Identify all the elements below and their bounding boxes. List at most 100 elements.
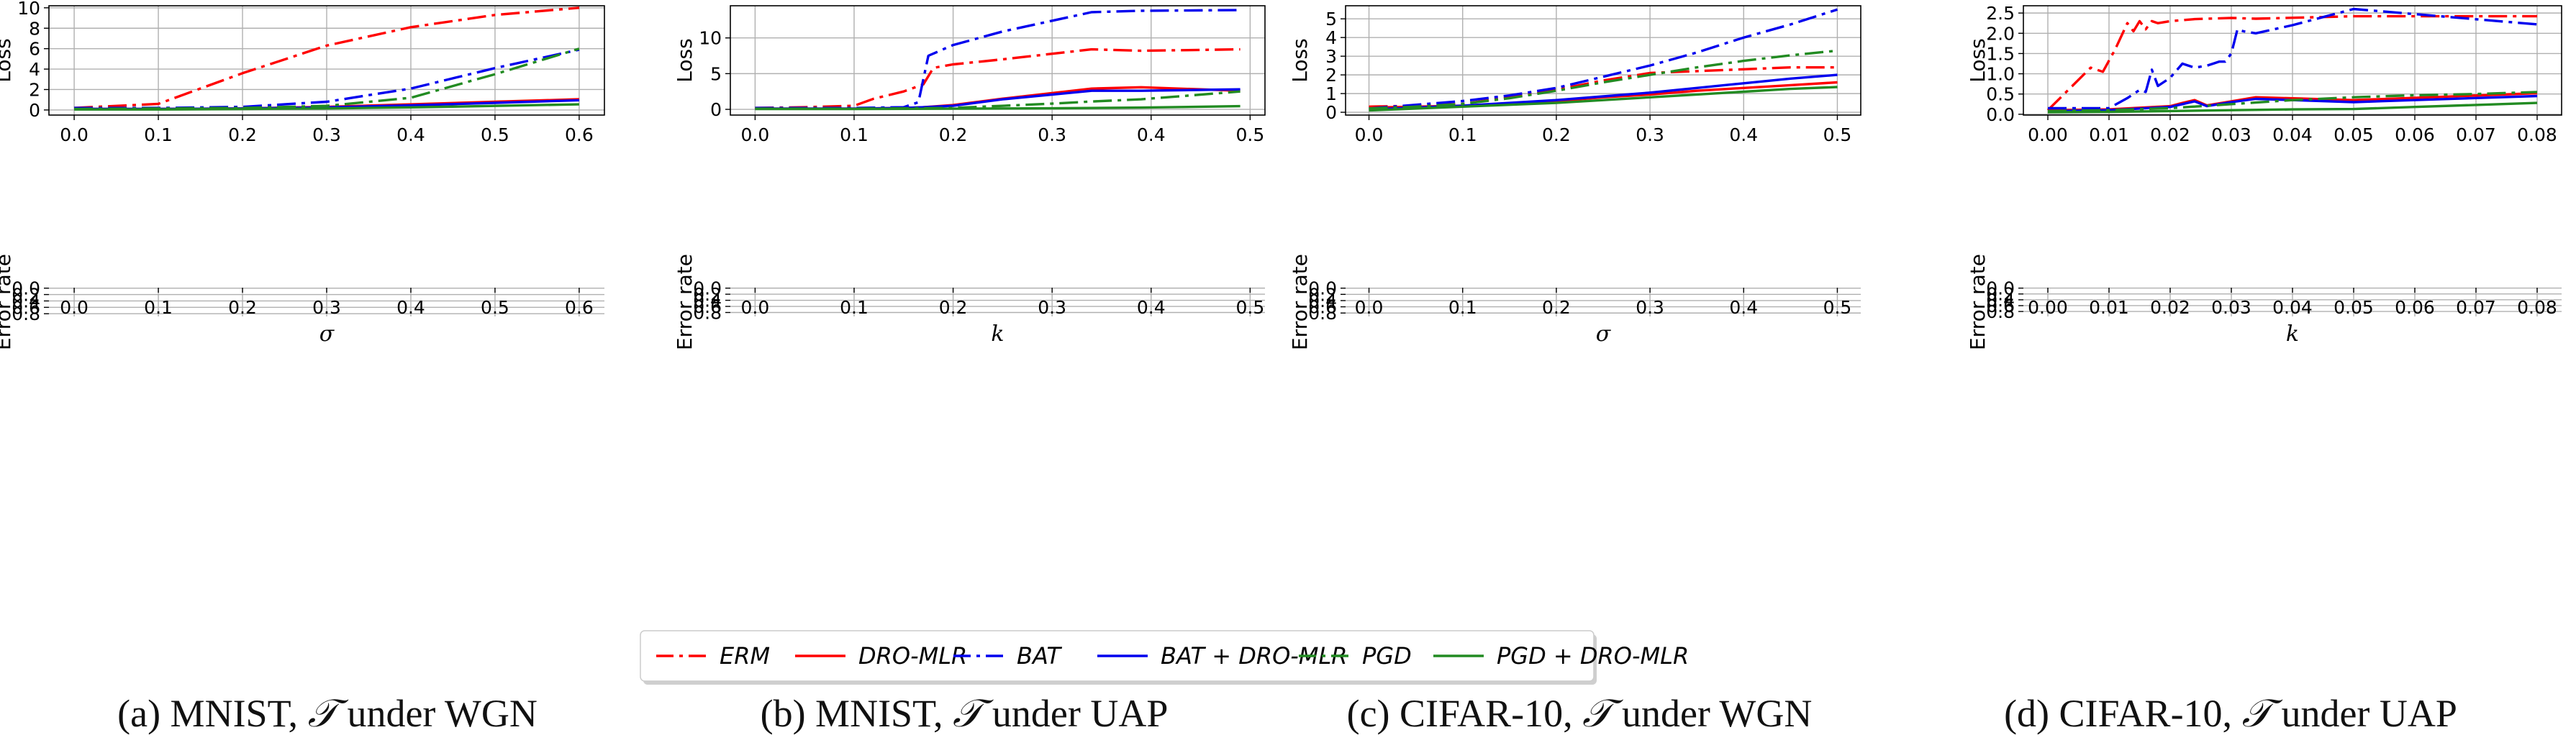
y-tick-label: 0 (1325, 102, 1337, 123)
y-tick-label: 10 (17, 0, 40, 19)
y-axis-label: Loss (1966, 38, 1990, 82)
caption-a-prefix: (a) MNIST, (117, 692, 308, 735)
y-tick-label: 1.0 (1986, 64, 2015, 85)
y-tick-label: 3 (1325, 46, 1337, 67)
series-pgd (2047, 91, 2538, 113)
x-tick-label: 0.2 (228, 124, 257, 145)
y-tick-label: 0.0 (1986, 278, 2015, 299)
x-tick-label: 0.3 (1038, 124, 1066, 145)
x-tick-label: 0.07 (2456, 124, 2496, 145)
caption-b-suffix: under UAP (982, 692, 1169, 735)
series-pgd-plus-dro-mlr (755, 104, 1241, 111)
x-tick-label: 0.0 (60, 297, 89, 318)
panel-d-loss: 0.00 0.01 0.02 0.03 0.04 0.05 0.06 0.07 0.08 0.00… (1966, 3, 2562, 145)
x-tick-label: 0.3 (1038, 297, 1066, 318)
x-tick-label: 0.02 (2150, 124, 2190, 145)
y-tick-label: 0.4 (1308, 291, 1337, 311)
y-tick-label: 4 (29, 59, 40, 80)
x-tick-label: 0.03 (2211, 297, 2251, 318)
x-tick-label: 0.6 (565, 124, 594, 145)
caption-b: (b) MNIST, 𝒯 under UAP (761, 690, 1169, 736)
y-tick-label: 0.2 (12, 285, 40, 306)
y-tick-label: 2.5 (1986, 3, 2015, 24)
caption-c-symbol: 𝒯 (1582, 690, 1613, 736)
series-group (755, 9, 1241, 111)
x-tick-label: 0.5 (1823, 297, 1852, 318)
x-tick-label: 0.5 (1823, 124, 1852, 145)
y-axis-label: Error rate (1966, 254, 1990, 350)
y-tick-label: 0.8 (1308, 303, 1337, 324)
legend-label-pgd: PGD (1362, 642, 1412, 670)
x-tick-label: 0.06 (2395, 124, 2435, 145)
y-tick-label: 0.4 (1986, 290, 2015, 311)
x-tick-label: 0.02 (2150, 297, 2190, 318)
x-tick-label: 0.4 (1137, 297, 1166, 318)
series-pgd-plus-dro-mlr (2047, 101, 2538, 114)
series-erm (755, 47, 1241, 109)
x-tick-label: 0.5 (1235, 124, 1264, 145)
y-tick-label: 0.0 (12, 278, 40, 299)
y-tick-label: 0.6 (1986, 296, 2015, 316)
x-tick-label: 0.1 (144, 297, 173, 318)
x-tick-label: 0.0 (60, 124, 89, 145)
y-tick-label: 0.2 (1986, 284, 2015, 305)
series-group (755, 289, 1240, 316)
x-axis-label: k (991, 321, 1004, 347)
series-group (1369, 8, 1838, 112)
y-tick-label: 0 (710, 99, 722, 120)
legend-label-bat-plus-dro-mlr: BAT + DRO-MLR (1161, 642, 1348, 670)
x-tick-label: 0.04 (2272, 297, 2313, 318)
x-tick-label: 0.4 (396, 124, 425, 145)
series-dro-mlr (1369, 289, 1838, 306)
y-tick-label: 0.0 (1308, 278, 1337, 299)
y-axis-label: Loss (1288, 38, 1312, 82)
y-tick-label: 10 (699, 28, 722, 49)
x-tick-label: 0.3 (1636, 124, 1664, 145)
x-tick-label: 0.1 (144, 124, 173, 145)
legend-label-erm: ERM (720, 642, 770, 670)
series-group (74, 6, 580, 111)
y-tick-label: 0 (29, 100, 40, 121)
x-tick-label: 0.3 (312, 297, 341, 318)
x-tick-label: 0.1 (1448, 297, 1477, 318)
x-tick-label: 0.2 (939, 297, 968, 318)
series-pgd-plus-dro-mlr (755, 289, 1240, 293)
series-bat (2048, 7, 2538, 110)
x-tick-label: 0.01 (2089, 297, 2129, 318)
x-tick-label: 0.4 (1729, 297, 1758, 318)
x-tick-label: 0.4 (396, 297, 425, 318)
legend: ERM DRO-MLR BAT BAT + DRO-MLR PGD PGD + DRO-M… (640, 630, 1689, 685)
series-erm (74, 6, 580, 109)
y-tick-label: 2 (29, 79, 40, 100)
x-tick-label: 0.2 (939, 124, 968, 145)
panel-d-err: 0.00 0.01 0.02 0.03 0.04 0.05 0.06 0.07 0.08 0.00… (1966, 254, 2562, 350)
caption-d: (d) CIFAR-10, 𝒯 under UAP (2004, 690, 2457, 736)
y-tick-label: 0.2 (693, 284, 722, 305)
x-tick-label: 0.01 (2089, 124, 2129, 145)
series-bat (755, 9, 1241, 109)
x-tick-label: 0.1 (1448, 124, 1477, 145)
x-tick-label: 0.07 (2456, 297, 2496, 318)
caption-b-symbol: 𝒯 (953, 690, 983, 736)
x-tick-label: 0.5 (481, 124, 509, 145)
x-tick-label: 0.2 (1542, 297, 1571, 318)
series-erm (2046, 14, 2537, 111)
caption-c-suffix: under WGN (1612, 692, 1813, 735)
series-pgd (1369, 49, 1838, 110)
caption-a-suffix: under WGN (337, 692, 538, 735)
y-axis-label: Loss (673, 38, 697, 82)
y-tick-label: 0.8 (693, 302, 722, 323)
x-tick-label: 0.0 (1355, 124, 1384, 145)
series-pgd-plus-dro-mlr (1369, 86, 1838, 112)
y-tick-label: 5 (710, 63, 722, 84)
x-tick-label: 0.1 (840, 124, 869, 145)
series-bat-plus-dro-mlr (2047, 94, 2538, 113)
x-tick-label: 0.5 (481, 297, 509, 318)
caption-d-symbol: 𝒯 (2241, 690, 2272, 736)
legend-label-dro-mlr: DRO-MLR (858, 642, 967, 670)
x-tick-label: 0.0 (741, 124, 770, 145)
